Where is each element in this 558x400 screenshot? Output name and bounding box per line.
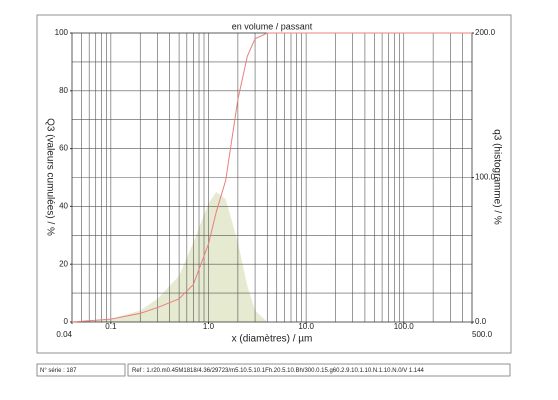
x-tick-label: 1.0 bbox=[203, 322, 215, 331]
y-tick-label: 100 bbox=[55, 28, 69, 37]
x-tick-label: 0.04 bbox=[56, 330, 72, 339]
y-tick-label: 40 bbox=[59, 202, 68, 211]
x-tick-label: 0.1 bbox=[105, 322, 117, 331]
serial-box bbox=[36, 363, 126, 377]
ref-box bbox=[127, 363, 511, 377]
y2-tick-label: 0.0 bbox=[475, 317, 487, 326]
chart-title: en volume / passant bbox=[232, 21, 313, 31]
y2-tick-label: 100.0 bbox=[475, 173, 496, 182]
y-tick-label: 80 bbox=[59, 86, 68, 95]
y2-axis-label: q3 (histogramme) / % bbox=[491, 129, 502, 225]
x-axis-label: x (diamètres) / µm bbox=[232, 334, 313, 345]
y-tick-label: 0 bbox=[64, 317, 69, 326]
y-tick-label: 20 bbox=[59, 259, 68, 268]
cumulative-line bbox=[71, 32, 472, 323]
y-tick-label: 60 bbox=[59, 144, 68, 153]
histogram-area bbox=[72, 191, 472, 322]
x-tick-label: 500.0 bbox=[472, 330, 493, 339]
frame bbox=[36, 14, 512, 354]
serial: N° série : 187 bbox=[40, 368, 77, 374]
y-axis-label: Q3 (valeurs cumulées) / % bbox=[44, 118, 55, 236]
ref: Ref : 1.r20.m0.45M1818/4.36/29723/m5.10.… bbox=[132, 368, 425, 374]
y2-tick-label: 200.0 bbox=[475, 28, 496, 37]
x-tick-label: 100.0 bbox=[394, 322, 415, 331]
x-tick-label: 10.0 bbox=[298, 322, 314, 331]
